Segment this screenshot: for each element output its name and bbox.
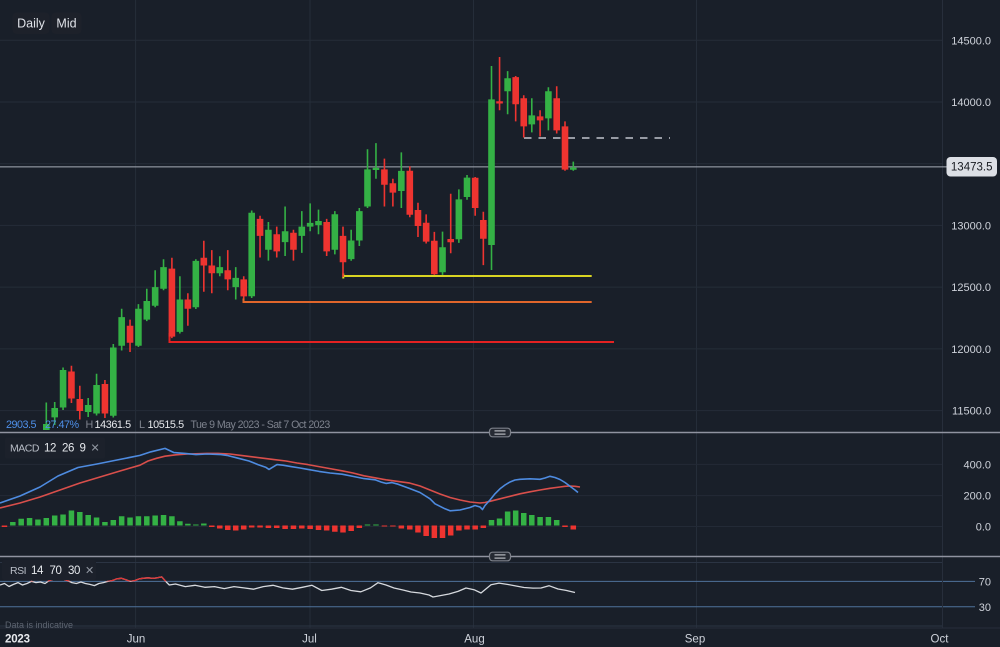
svg-text:70: 70 bbox=[979, 576, 991, 588]
svg-text:14: 14 bbox=[31, 565, 44, 577]
svg-text:30: 30 bbox=[68, 565, 80, 577]
svg-text:Oct: Oct bbox=[931, 634, 950, 646]
svg-text:26: 26 bbox=[62, 443, 74, 455]
svg-text:Jul: Jul bbox=[302, 634, 317, 646]
svg-text:Mid: Mid bbox=[56, 17, 76, 31]
svg-text:200.0: 200.0 bbox=[963, 491, 991, 503]
svg-text:0.0: 0.0 bbox=[976, 522, 991, 534]
svg-text:27.47%: 27.47% bbox=[45, 419, 80, 431]
svg-text:RSI: RSI bbox=[10, 565, 26, 577]
svg-text:12500.0: 12500.0 bbox=[951, 282, 991, 294]
svg-text:400.0: 400.0 bbox=[963, 459, 991, 471]
svg-text:H: H bbox=[86, 419, 94, 431]
svg-text:13000.0: 13000.0 bbox=[951, 220, 991, 232]
svg-text:Data is indicative: Data is indicative bbox=[5, 620, 73, 630]
svg-text:Jun: Jun bbox=[127, 634, 146, 646]
svg-text:11500.0: 11500.0 bbox=[952, 406, 991, 418]
svg-text:70: 70 bbox=[50, 565, 62, 577]
svg-text:Tue 9 May 2023 - Sat 7 Oct 202: Tue 9 May 2023 - Sat 7 Oct 2023 bbox=[191, 419, 331, 431]
svg-text:10515.5: 10515.5 bbox=[148, 419, 185, 431]
svg-text:✕: ✕ bbox=[91, 443, 100, 455]
svg-text:30: 30 bbox=[979, 602, 991, 614]
svg-text:14000.0: 14000.0 bbox=[951, 97, 991, 109]
svg-text:Aug: Aug bbox=[464, 634, 484, 646]
svg-text:Sep: Sep bbox=[685, 634, 705, 646]
svg-text:14500.0: 14500.0 bbox=[951, 35, 991, 47]
svg-text:2903.5: 2903.5 bbox=[6, 419, 37, 431]
svg-text:L: L bbox=[139, 419, 145, 431]
svg-text:✕: ✕ bbox=[85, 565, 94, 577]
svg-text:12: 12 bbox=[44, 443, 56, 455]
svg-text:9: 9 bbox=[80, 443, 86, 455]
svg-text:12000.0: 12000.0 bbox=[951, 344, 991, 356]
svg-text:14361.5: 14361.5 bbox=[95, 419, 132, 431]
svg-text:MACD: MACD bbox=[10, 443, 40, 455]
svg-text:2023: 2023 bbox=[5, 634, 30, 646]
svg-text:13473.5: 13473.5 bbox=[951, 162, 993, 174]
svg-text:Daily: Daily bbox=[17, 17, 46, 31]
